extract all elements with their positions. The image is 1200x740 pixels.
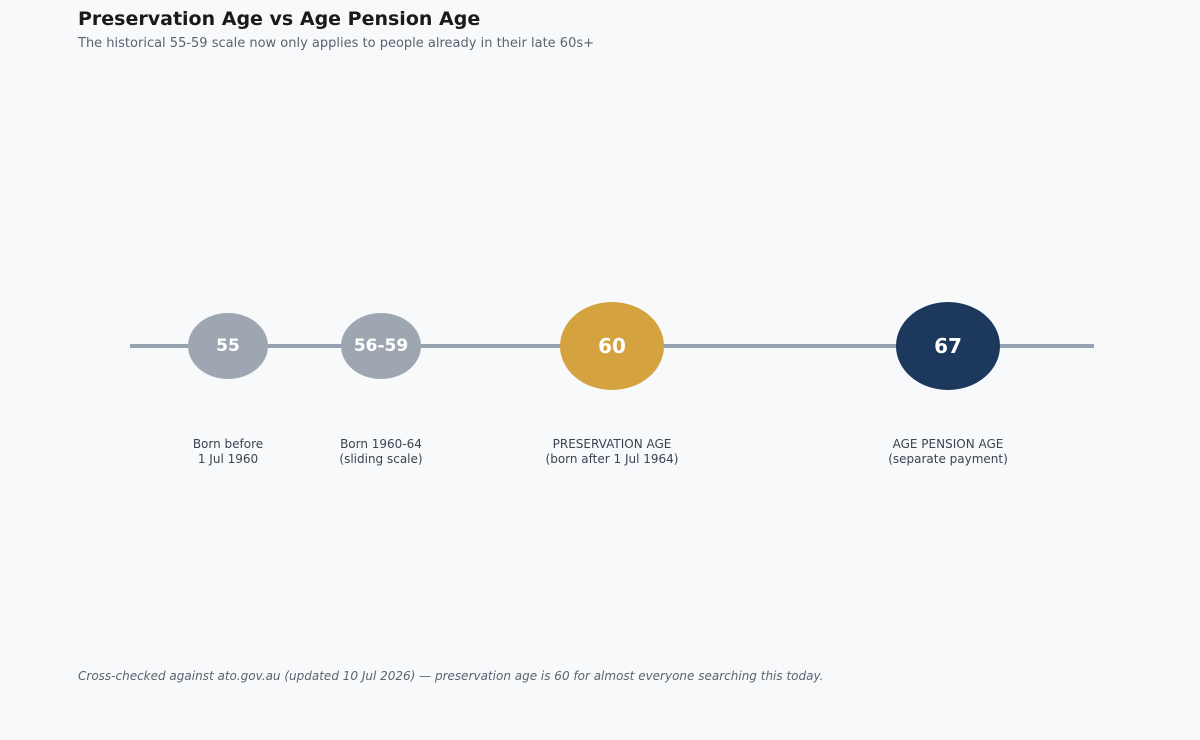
age-caption-line: 1 Jul 1960 bbox=[198, 452, 258, 466]
age-caption-line: PRESERVATION AGE bbox=[553, 437, 672, 451]
age-caption-line: (sliding scale) bbox=[339, 452, 422, 466]
age-caption-line: Born 1960-64 bbox=[340, 437, 422, 451]
age-caption-line: AGE PENSION AGE bbox=[893, 437, 1004, 451]
age-node-60: 60 PRESERVATION AGE(born after 1 Jul 1964… bbox=[546, 302, 679, 466]
age-node-56-59: 56-59 Born 1960-64(sliding scale) bbox=[339, 313, 423, 466]
age-value: 67 bbox=[934, 334, 962, 358]
age-value: 60 bbox=[598, 334, 626, 358]
age-value: 56-59 bbox=[354, 336, 408, 356]
age-caption-line: Born before bbox=[193, 437, 263, 451]
age-circle bbox=[560, 302, 664, 390]
age-caption-line: (separate payment) bbox=[888, 452, 1008, 466]
age-node-67: 67 AGE PENSION AGE(separate payment) bbox=[888, 302, 1008, 466]
age-value: 55 bbox=[216, 336, 240, 356]
age-caption-line: (born after 1 Jul 1964) bbox=[546, 452, 679, 466]
age-circle bbox=[341, 313, 421, 379]
footer-note: Cross-checked against ato.gov.au (update… bbox=[78, 669, 824, 683]
page-subtitle: The historical 55-59 scale now only appl… bbox=[78, 36, 595, 51]
page-title: Preservation Age vs Age Pension Age bbox=[78, 8, 481, 30]
age-circle bbox=[188, 313, 268, 379]
age-circle bbox=[896, 302, 1000, 390]
